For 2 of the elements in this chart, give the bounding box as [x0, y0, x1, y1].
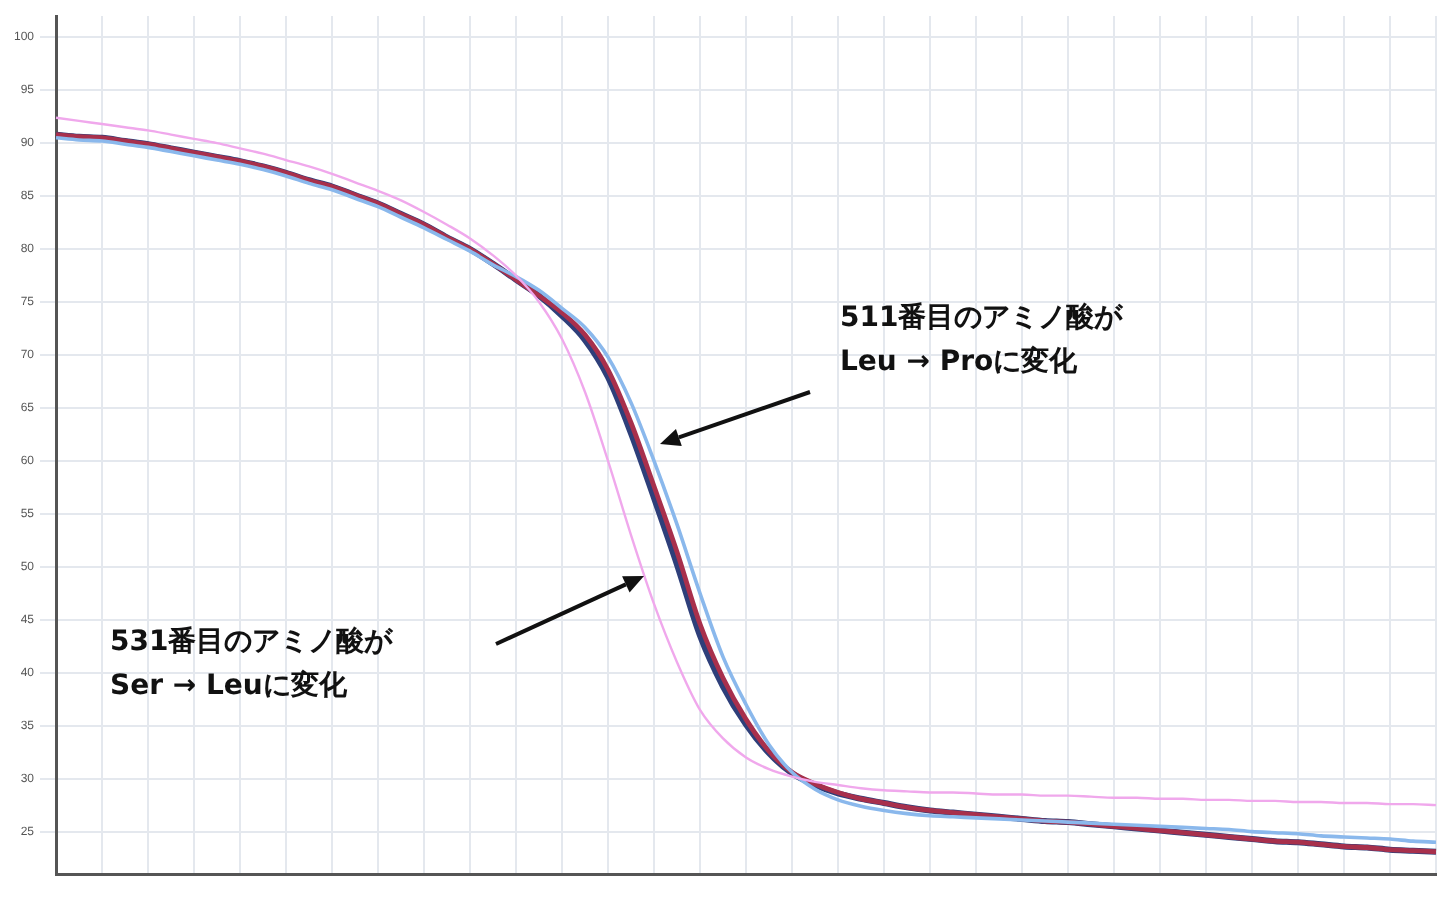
- annotation: 511番目のアミノ酸が Leu → Proに変化: [840, 300, 1123, 382]
- annotation: 531番目のアミノ酸が Ser → Leuに変化: [110, 624, 393, 706]
